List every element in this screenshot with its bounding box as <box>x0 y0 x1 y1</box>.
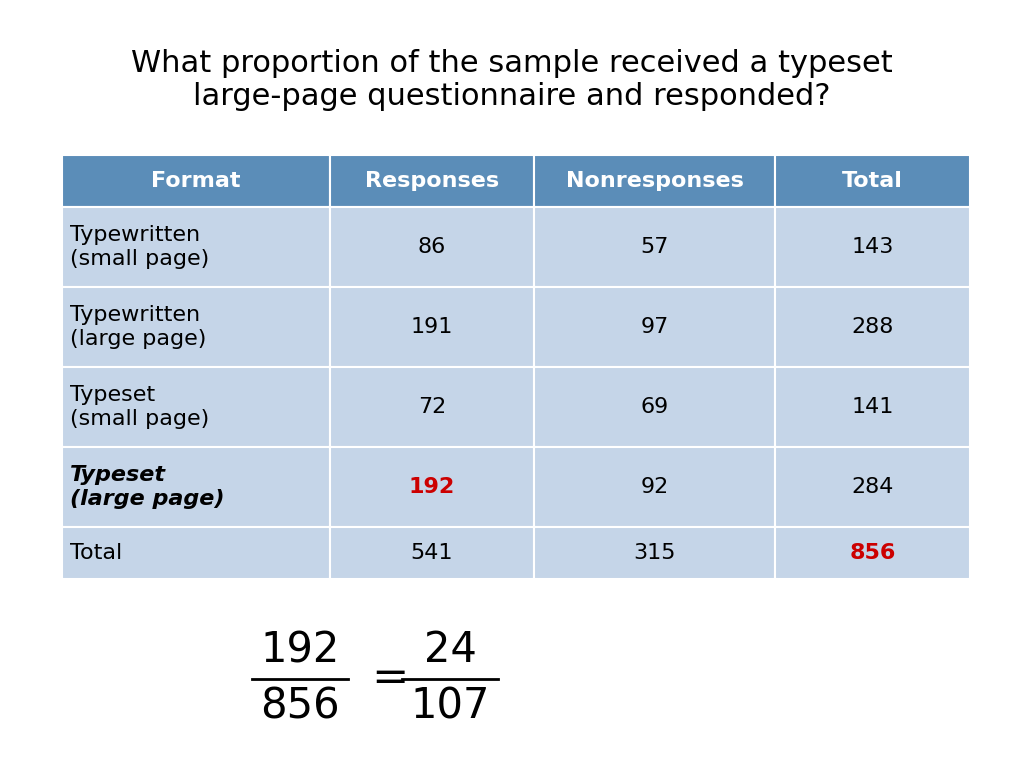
Text: Typewritten
(large page): Typewritten (large page) <box>70 305 207 349</box>
Text: What proportion of the sample received a typeset
large-page questionnaire and re: What proportion of the sample received a… <box>131 48 893 111</box>
Bar <box>62 155 330 207</box>
Text: 86: 86 <box>418 237 446 257</box>
Bar <box>775 367 970 447</box>
Text: =: = <box>372 657 409 700</box>
Bar <box>62 367 330 447</box>
Text: 192: 192 <box>260 630 340 671</box>
Bar <box>330 447 535 527</box>
Text: 97: 97 <box>640 317 669 337</box>
Bar <box>62 527 330 579</box>
Bar <box>775 207 970 287</box>
Text: Typeset
(small page): Typeset (small page) <box>70 385 209 429</box>
Bar <box>62 287 330 367</box>
Bar <box>535 287 775 367</box>
Text: Responses: Responses <box>365 171 499 191</box>
Bar <box>330 367 535 447</box>
Bar <box>775 287 970 367</box>
Text: 57: 57 <box>640 237 669 257</box>
Text: 288: 288 <box>851 317 894 337</box>
Text: 92: 92 <box>640 477 669 497</box>
Text: Total: Total <box>842 171 903 191</box>
Bar <box>330 287 535 367</box>
Text: 315: 315 <box>633 543 676 563</box>
Bar <box>775 155 970 207</box>
Text: 284: 284 <box>851 477 894 497</box>
Text: 107: 107 <box>411 686 489 727</box>
Text: 856: 856 <box>260 686 340 727</box>
Bar <box>62 207 330 287</box>
Text: 69: 69 <box>640 397 669 417</box>
Text: 72: 72 <box>418 397 446 417</box>
Text: 856: 856 <box>849 543 896 563</box>
Bar <box>535 155 775 207</box>
Text: 191: 191 <box>411 317 454 337</box>
Bar <box>330 527 535 579</box>
Text: 24: 24 <box>424 630 476 671</box>
Bar <box>62 447 330 527</box>
Bar <box>330 155 535 207</box>
Text: Nonresponses: Nonresponses <box>565 171 743 191</box>
Text: Typewritten
(small page): Typewritten (small page) <box>70 225 209 269</box>
Text: Format: Format <box>152 171 241 191</box>
Text: 141: 141 <box>851 397 894 417</box>
Bar <box>775 527 970 579</box>
Text: 541: 541 <box>411 543 454 563</box>
Text: Total: Total <box>70 543 122 563</box>
Bar <box>535 447 775 527</box>
Bar <box>330 207 535 287</box>
Text: 192: 192 <box>409 477 455 497</box>
Bar <box>535 367 775 447</box>
Bar <box>535 527 775 579</box>
Bar <box>775 447 970 527</box>
Text: Typeset
(large page): Typeset (large page) <box>70 465 224 509</box>
Text: 143: 143 <box>851 237 894 257</box>
Bar <box>535 207 775 287</box>
